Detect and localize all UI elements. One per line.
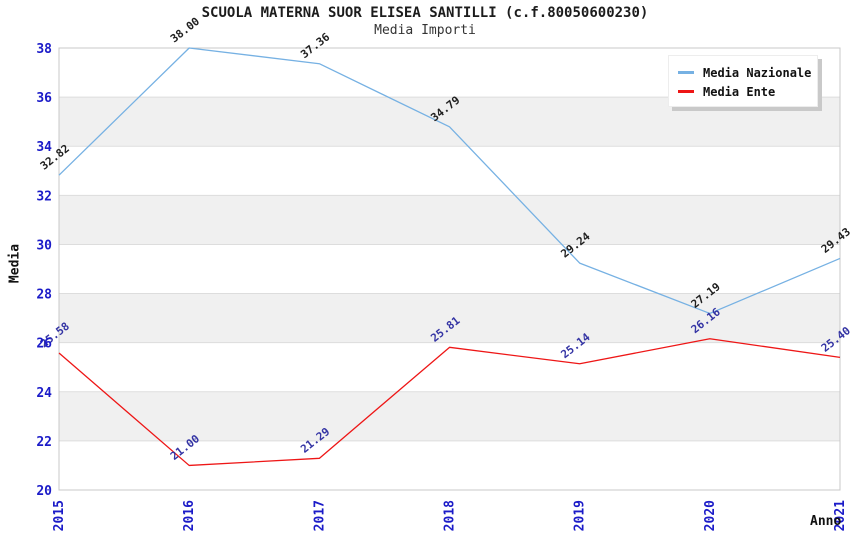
y-tick-label: 36 — [36, 91, 52, 106]
y-tick-label: 22 — [36, 435, 52, 450]
series-line — [58, 338, 841, 467]
y-axis-title: Media — [7, 243, 23, 284]
x-tick-label: 2021 — [833, 500, 848, 531]
y-tick-label: 30 — [36, 238, 52, 253]
point-label: 37.36 — [298, 30, 332, 61]
x-tick-label: 2020 — [703, 500, 718, 531]
legend-line-swatch-blue — [678, 71, 694, 74]
chart-subtitle: Media Importi — [374, 23, 476, 38]
legend-item-media-ente: Media Ente — [678, 82, 817, 101]
legend: Media Nazionale Media Ente — [668, 55, 818, 107]
x-tick-label: 2018 — [443, 500, 458, 531]
y-tick-label: 32 — [36, 189, 52, 204]
series-line — [58, 47, 841, 315]
x-tick-label: 2019 — [573, 500, 588, 531]
chart-title: SCUOLA MATERNA SUOR ELISEA SANTILLI (c.f… — [201, 5, 649, 21]
legend-label: Media Ente — [703, 84, 776, 99]
x-axis-title: Anno — [810, 514, 842, 529]
legend-label: Media Nazionale — [703, 65, 812, 80]
grid-band — [59, 293, 840, 343]
x-tick-label: 2017 — [312, 500, 327, 531]
plot-border — [58, 47, 841, 491]
x-tick-label: 2016 — [182, 500, 197, 531]
y-tick-label: 28 — [36, 288, 52, 303]
y-tick-label: 38 — [36, 42, 52, 57]
grid-band — [59, 195, 840, 245]
y-tick-label: 26 — [36, 337, 52, 352]
grid-band — [59, 391, 840, 441]
x-tick-label: 2015 — [52, 500, 67, 531]
legend-line-swatch-red — [678, 90, 694, 93]
y-tick-label: 20 — [36, 484, 52, 499]
y-tick-label: 34 — [36, 140, 52, 155]
y-tick-label: 24 — [36, 386, 52, 401]
point-label: 38.00 — [168, 15, 202, 46]
legend-item-media-nazionale: Media Nazionale — [678, 63, 817, 82]
